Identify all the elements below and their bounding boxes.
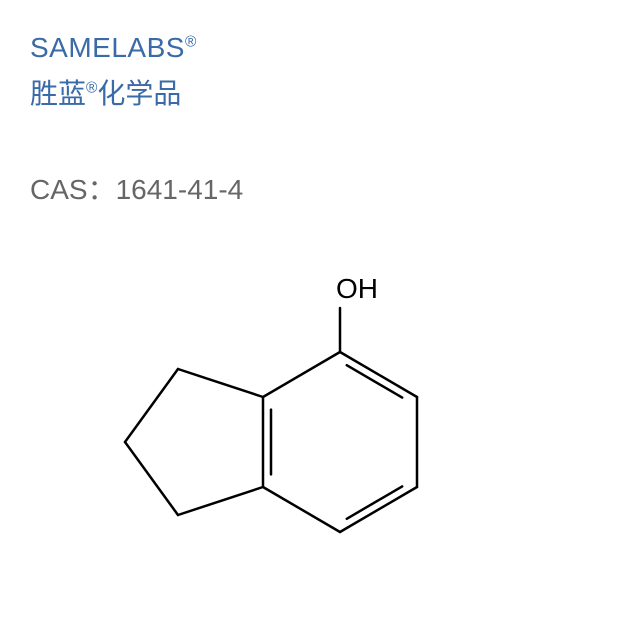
brand-chinese: 胜蓝®化学品 bbox=[30, 72, 181, 112]
brand-en-text: SAMELABS bbox=[30, 32, 185, 63]
cas-label: CAS： bbox=[30, 174, 116, 205]
structure-svg: OH bbox=[110, 255, 470, 585]
brand-english: SAMELABS® bbox=[30, 32, 197, 64]
registered-mark: ® bbox=[185, 34, 197, 51]
oh-label: OH bbox=[336, 273, 378, 304]
brand-zh-part1: 胜蓝 bbox=[30, 78, 86, 109]
cas-line: CAS：1641-41-4 bbox=[30, 168, 243, 208]
cas-value: 1641-41-4 bbox=[116, 174, 244, 205]
page-root: SAMELABS® 胜蓝®化学品 CAS：1641-41-4 OH bbox=[0, 0, 640, 640]
chemical-structure: OH bbox=[110, 255, 470, 585]
brand-zh-part2: 化学品 bbox=[97, 78, 181, 109]
registered-mark: ® bbox=[86, 80, 97, 97]
